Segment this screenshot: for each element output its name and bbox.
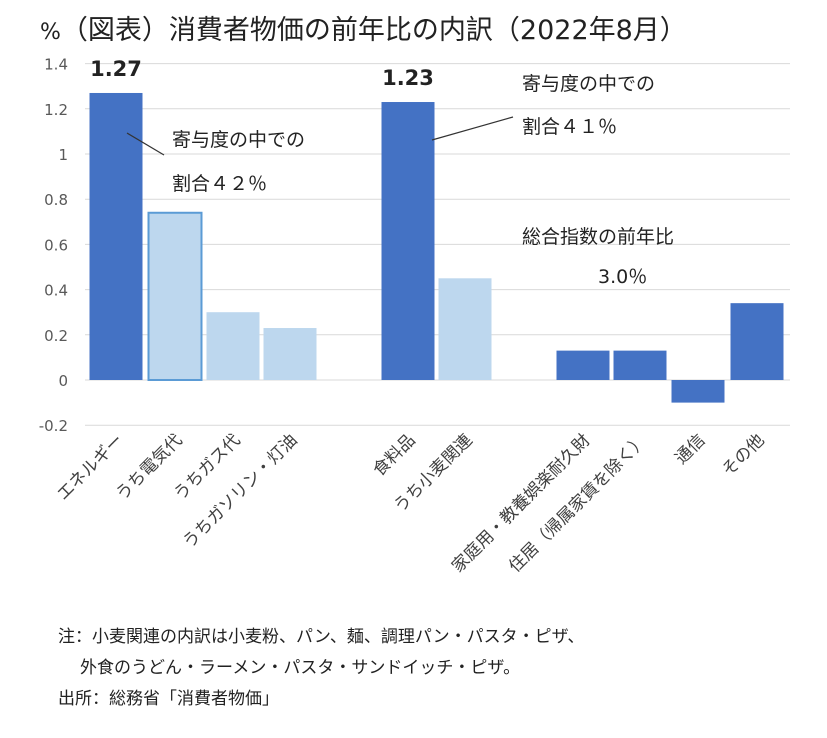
bar <box>147 211 203 381</box>
source-note: 出所：総務省「消費者物価」 <box>58 689 279 709</box>
y-tick-label: 1.4 <box>44 56 68 74</box>
note-line-1: 注：小麦関連の内訳は小麦粉、パン、麺、調理パン・パスタ・ピザ、 <box>58 627 585 647</box>
note-line-2: 外食のうどん・ラーメン・パスタ・サンドイッチ・ピザ。 <box>80 658 521 678</box>
y-tick-label: 0.8 <box>44 191 68 209</box>
y-tick-label: 1 <box>58 146 68 164</box>
bar <box>89 92 143 380</box>
bar <box>206 312 260 380</box>
bar <box>381 102 435 381</box>
bar-chart: -0.200.20.40.60.811.21.4エネルギーうち電気代うちガス代う… <box>39 56 790 577</box>
y-tick-label: -0.2 <box>39 417 68 435</box>
chart-title-text: （図表）消費者物価の前年比の内訳（2022年8月） <box>60 15 687 46</box>
y-tick-label: 1.2 <box>44 101 68 119</box>
y-tick-label: 0 <box>58 372 68 390</box>
unit-label: % <box>40 20 61 45</box>
annotation-text: 割合４２％ <box>172 173 267 195</box>
annotation-text: 寄与度の中での <box>522 73 655 95</box>
annotation-text: 割合４１％ <box>522 116 617 138</box>
x-tick-label: 通信 <box>671 430 709 468</box>
annotation-text: 3.0％ <box>598 266 647 288</box>
annotation-text: 寄与度の中での <box>172 129 305 151</box>
callout-line <box>126 132 165 156</box>
notes: 注：小麦関連の内訳は小麦粉、パン、麺、調理パン・パスタ・ピザ、 外食のうどん・ラ… <box>58 622 584 715</box>
bar <box>613 350 667 380</box>
data-label: 1.23 <box>382 66 434 90</box>
data-label: 1.27 <box>90 57 142 81</box>
y-tick-label: 0.2 <box>44 327 68 345</box>
y-tick-label: 0.6 <box>44 236 68 254</box>
callout-line <box>431 116 514 141</box>
chart-title: %（図表）消費者物価の前年比の内訳（2022年8月） <box>40 8 687 47</box>
bar <box>671 380 725 403</box>
x-tick-label: 食料品 <box>369 430 419 480</box>
bar <box>730 303 784 380</box>
bar <box>556 350 610 380</box>
x-tick-label: その他 <box>718 430 768 480</box>
y-tick-label: 0.4 <box>44 282 68 300</box>
annotation-text: 総合指数の前年比 <box>522 226 674 248</box>
x-tick-label: うちガソリン・灯油 <box>179 430 301 552</box>
bar <box>263 328 317 380</box>
bar <box>438 278 492 380</box>
